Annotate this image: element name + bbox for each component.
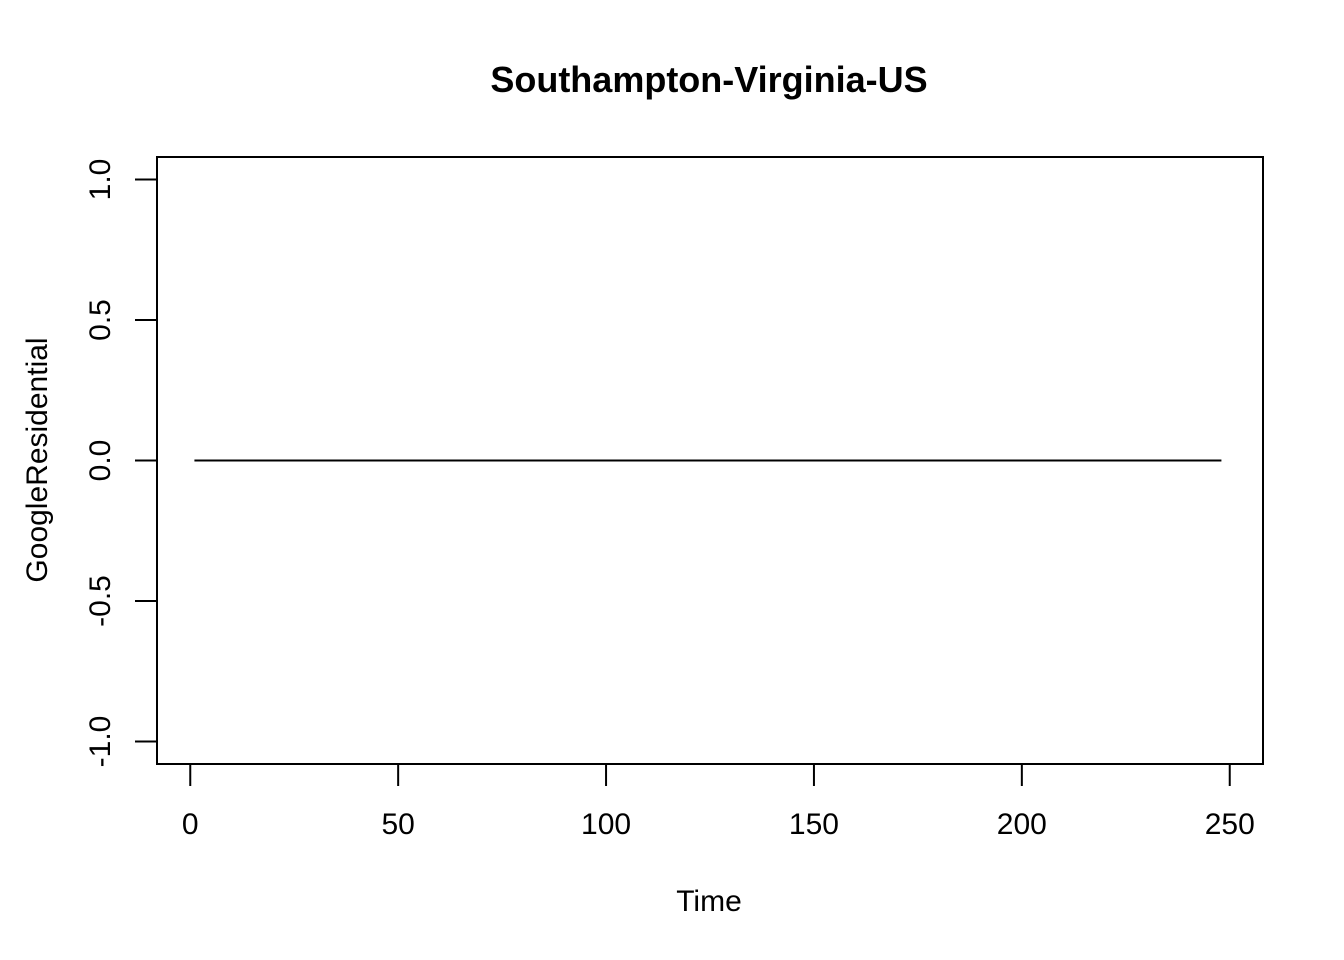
y-axis: -1.0 -0.5 0.0 0.5 1.0 — [84, 159, 158, 768]
x-tick-label: 100 — [581, 808, 631, 841]
y-tick-label: 0.5 — [84, 299, 117, 341]
x-tick-label: 250 — [1205, 808, 1255, 841]
x-tick-label: 150 — [789, 808, 839, 841]
chart-title: Southampton-Virginia-US — [490, 59, 927, 100]
x-tick-label: 50 — [381, 808, 414, 841]
y-axis-label: GoogleResidential — [21, 337, 54, 582]
x-axis-label: Time — [676, 885, 742, 918]
x-tick-label: 200 — [997, 808, 1047, 841]
x-axis: 0 50 100 150 200 250 — [182, 763, 1255, 841]
y-tick-label: -1.0 — [84, 716, 117, 768]
y-tick-label: -0.5 — [84, 575, 117, 627]
x-tick-label: 0 — [182, 808, 199, 841]
y-tick-label: 0.0 — [84, 440, 117, 482]
y-tick-label: 1.0 — [84, 159, 117, 201]
